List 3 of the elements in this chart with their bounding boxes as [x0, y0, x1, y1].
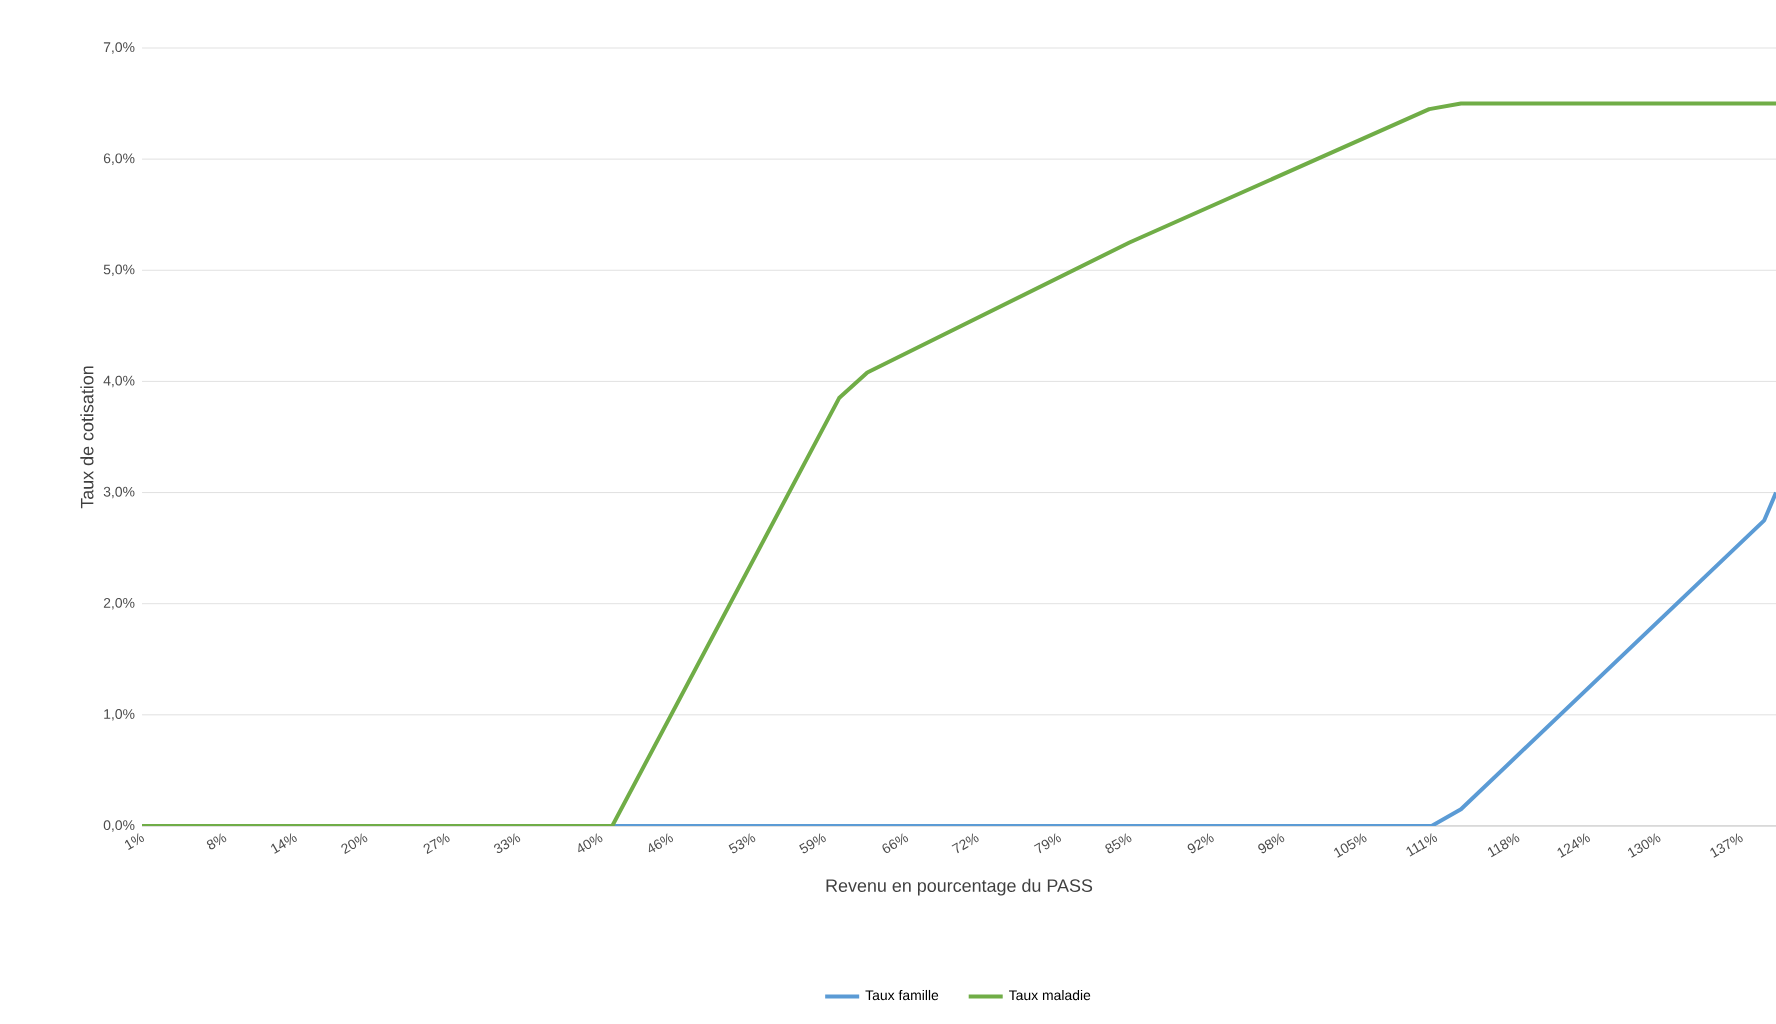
y-axis-title: Taux de cotisation [80, 366, 94, 509]
line-series [142, 101, 1776, 826]
x-axis-title: Revenu en pourcentage du PASS [826, 878, 1093, 896]
